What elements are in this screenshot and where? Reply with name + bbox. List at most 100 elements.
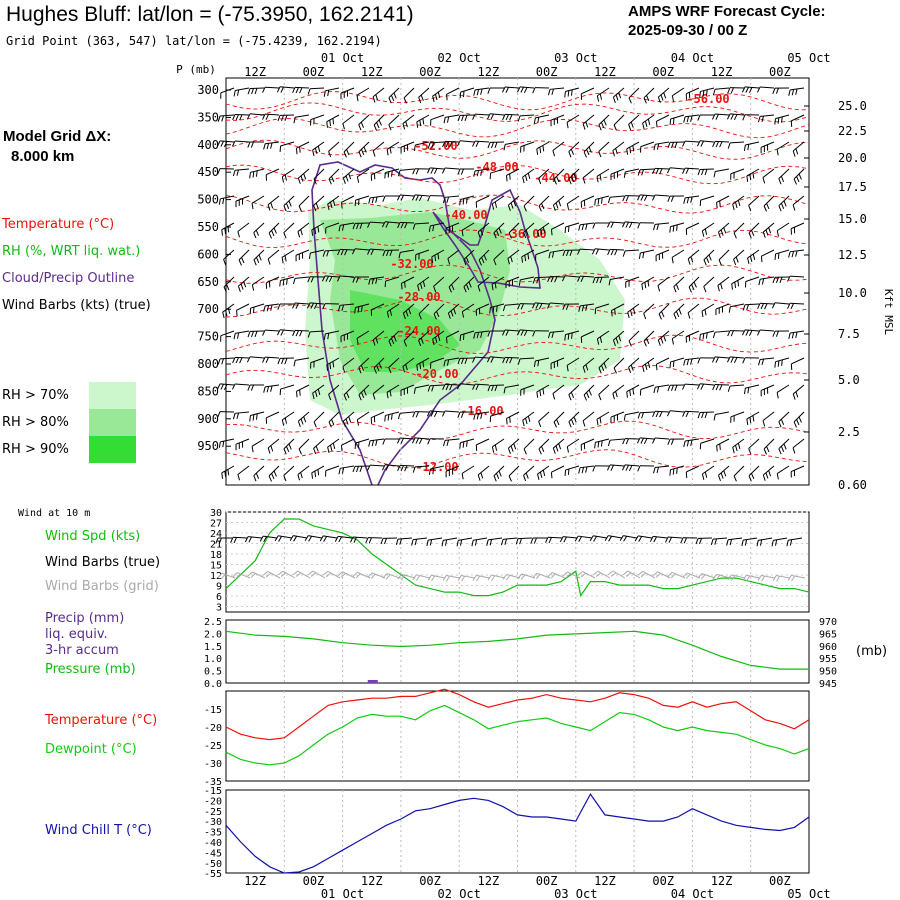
wind10-barb-true-flag <box>638 536 643 542</box>
height-axis-label: Kft MSL <box>882 289 895 336</box>
bottom-date-label: 05 Oct <box>787 887 830 900</box>
model-grid-value: 8.000 km <box>11 148 75 165</box>
wind-barb-flag <box>582 366 586 373</box>
wind-barb-flag <box>743 144 746 152</box>
wind-barb-flag <box>727 330 731 337</box>
wind-barb-flag <box>798 173 802 180</box>
wind10-barb-grid-flag <box>295 572 302 577</box>
wind-barb-flag <box>299 87 303 94</box>
wind-barb-flag <box>431 385 434 392</box>
wind-barb-flag <box>221 358 224 365</box>
temperature-contour <box>225 449 810 469</box>
wind-barb-flag <box>251 284 255 291</box>
wind-barb <box>402 114 415 124</box>
wind-barb <box>655 194 670 197</box>
wind-barb <box>369 248 385 251</box>
wind-barb <box>656 357 670 365</box>
wind-barb <box>598 357 610 369</box>
wind-barb-flag <box>221 115 225 122</box>
wind-barb-flag <box>255 229 259 236</box>
wind-barb-flag <box>518 279 521 286</box>
wind10-barb-grid-flag <box>280 572 287 578</box>
wind-barb-flag <box>270 445 274 452</box>
wind-barb-flag <box>487 87 491 94</box>
temperature-contour-label: -52.00 <box>414 139 457 153</box>
wind-barb-flag <box>300 472 303 479</box>
wind-barb <box>792 438 805 449</box>
wind-barb-flag <box>768 227 772 234</box>
wind-barb-flag <box>567 333 570 340</box>
wind-barb-flag <box>313 178 317 185</box>
wind-barb <box>325 222 340 229</box>
wind-barb-flag <box>506 418 508 425</box>
wind-barb <box>220 87 235 94</box>
wind10-barb-grid <box>776 575 791 579</box>
wind-barb-flag <box>417 285 420 292</box>
chill-tick-label: -35 <box>204 828 222 839</box>
wind-barb <box>341 438 355 446</box>
wind-barb-flag <box>614 249 618 256</box>
wind-barb-flag <box>418 97 422 104</box>
wind-barb-flag <box>646 95 650 102</box>
wind10-barb-grid <box>582 570 596 579</box>
pressure-tick-label-right: 965 <box>819 629 837 640</box>
wind-barb-flag <box>295 87 299 94</box>
wind-barb-flag <box>279 280 281 287</box>
wind-barb-flag <box>387 171 390 178</box>
wind10-barb-true <box>263 535 278 539</box>
wind-barb-flag <box>297 177 301 184</box>
wind10-barb-grid <box>746 574 761 579</box>
wind-barb-flag <box>247 384 251 391</box>
wind10-barb-true-flag <box>471 540 474 547</box>
wind10-barb-grid-flag <box>431 575 436 582</box>
wind-barb-flag <box>737 199 741 207</box>
wind-barb-flag <box>723 227 727 234</box>
wind-barb-flag <box>774 361 776 368</box>
wind10-barb-true <box>488 537 503 541</box>
wind-barb-flag <box>315 445 319 452</box>
wind10-barb-true-flag <box>653 536 658 543</box>
wind-barb-flag <box>232 383 236 390</box>
wind-barb <box>553 195 565 206</box>
wind-barb-flag <box>326 121 329 128</box>
wind-tick-label: 21 <box>210 540 222 551</box>
wind-barb <box>643 330 655 342</box>
temperature-contour-label: -56.00 <box>686 92 729 106</box>
wind-barb-flag <box>466 440 468 447</box>
wind-barb-flag <box>243 281 247 288</box>
wind-barb-flag <box>552 447 556 454</box>
wind10-barb-true-flag <box>789 539 793 546</box>
wind10-barb-grid-flag <box>547 572 553 578</box>
rh80-swatch <box>89 409 136 436</box>
wind-barb-flag <box>610 249 614 256</box>
top-hour-label: 12Z <box>244 65 266 79</box>
wind-barb <box>328 384 340 395</box>
wind-barb-flag <box>323 333 326 340</box>
wind-barb-flag <box>436 311 440 318</box>
wind10-barb-grid-flag <box>367 572 373 578</box>
wind-barb-flag <box>422 280 426 288</box>
wind-barb-flag <box>370 249 374 256</box>
wind-barb-flag <box>280 329 284 336</box>
wind10-barb-true-flag <box>608 535 613 542</box>
wind-barb-flag <box>705 332 708 339</box>
temperature-contour-label: -44.00 <box>534 171 577 185</box>
wind-barb-flag <box>622 195 626 202</box>
wind-barb-flag <box>448 286 452 293</box>
wind10-barb-grid-flag <box>535 574 541 580</box>
legend-precip: Precip (mm) <box>45 611 125 626</box>
wind-barb-flag <box>757 116 761 123</box>
wind10-barb-grid-flag <box>502 574 507 580</box>
wind10-barb-grid-flag <box>325 572 332 578</box>
wind-barb <box>580 303 595 307</box>
wind-barb <box>264 356 280 359</box>
wind10-barb-grid <box>701 573 716 579</box>
wind-barb-flag <box>284 358 288 365</box>
wind-barb-flag <box>749 174 752 181</box>
wind-barb <box>763 438 775 450</box>
wind-barb-flag <box>345 175 349 182</box>
wind-barb-flag <box>494 142 498 149</box>
wind-barb <box>745 329 760 332</box>
wind10-barb-grid-flag <box>746 575 751 582</box>
wind-barb-flag <box>472 383 476 390</box>
